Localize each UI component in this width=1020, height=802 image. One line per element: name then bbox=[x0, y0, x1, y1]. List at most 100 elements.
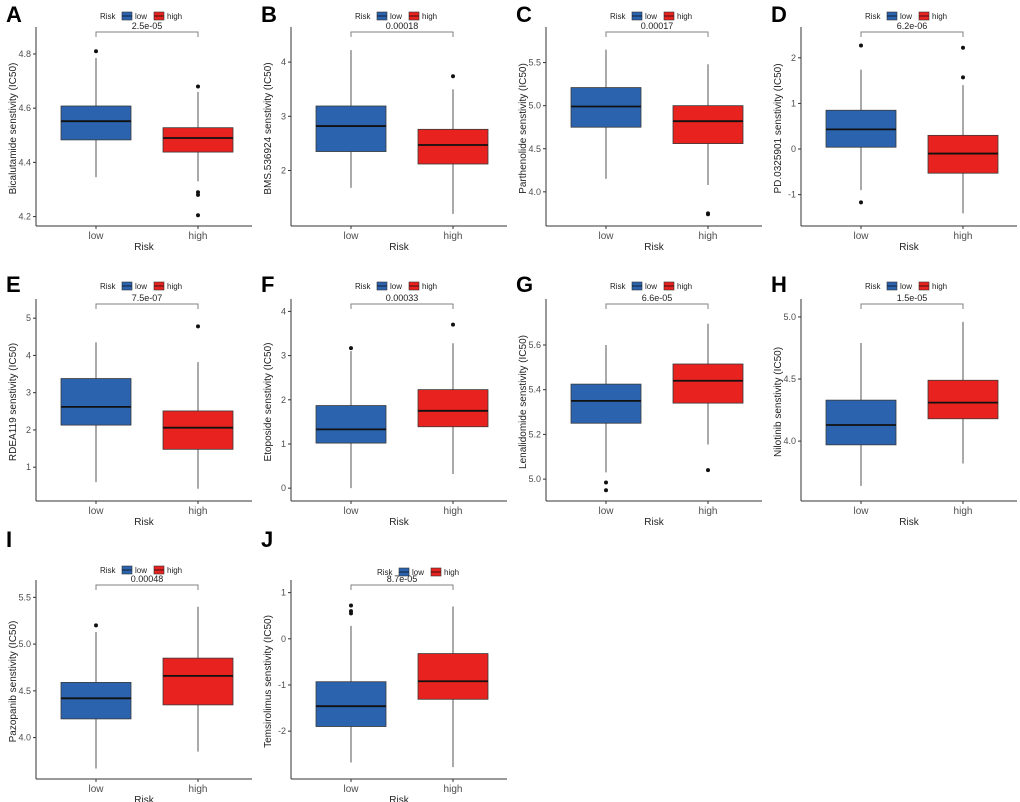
x-axis-label: Risk bbox=[899, 242, 919, 253]
box-high bbox=[672, 64, 744, 217]
y-tick-label: 4.5 bbox=[18, 686, 31, 696]
y-tick-label: 3 bbox=[26, 388, 31, 398]
legend-label-high: high bbox=[422, 282, 437, 291]
legend-label-low: low bbox=[390, 282, 402, 291]
legend-title: Risk bbox=[355, 282, 372, 291]
x-tick-label: high bbox=[444, 506, 463, 517]
panel-b: B Risk low high 2 3 4 low high Risk BMS.536924 sen… bbox=[261, 2, 507, 253]
box-iqr bbox=[162, 127, 234, 153]
box-iqr bbox=[315, 681, 387, 727]
box-high bbox=[162, 324, 234, 489]
significance-bracket bbox=[350, 303, 454, 309]
significance-bracket bbox=[860, 31, 964, 37]
legend: Risk low high bbox=[100, 11, 182, 21]
p-value-label: 8.7e-05 bbox=[387, 574, 418, 584]
y-axis-label: Etoposide senstivity (IC50) bbox=[263, 343, 274, 462]
legend-label-low: low bbox=[135, 566, 147, 575]
outlier-point bbox=[94, 49, 98, 54]
legend-title: Risk bbox=[865, 282, 882, 291]
legend-title: Risk bbox=[377, 568, 394, 577]
outlier-point bbox=[196, 324, 200, 329]
x-axis-label: Risk bbox=[134, 242, 154, 253]
x-axis-label: Risk bbox=[644, 517, 664, 528]
box-high bbox=[672, 323, 744, 473]
legend: Risk low high bbox=[100, 565, 182, 575]
outlier-point bbox=[451, 74, 455, 79]
outlier-point bbox=[604, 480, 608, 485]
y-tick-label: 4.2 bbox=[18, 212, 31, 222]
y-tick-label: 5.5 bbox=[18, 592, 31, 602]
significance-bracket bbox=[350, 584, 454, 590]
p-value-label: 0.00017 bbox=[641, 21, 674, 31]
y-tick-label: 2 bbox=[26, 425, 31, 435]
panel-d: D Risk low high -1 0 1 2 low high Risk PD.0325901 s… bbox=[771, 2, 1017, 253]
y-tick-label: -1 bbox=[278, 680, 286, 690]
x-axis-label: Risk bbox=[134, 795, 154, 802]
p-value-label: 6.2e-06 bbox=[897, 21, 928, 31]
outlier-point bbox=[349, 611, 353, 616]
box-low bbox=[60, 49, 132, 178]
panel-letter: I bbox=[6, 527, 12, 552]
y-axis-label: Lenalidomide senstivity (IC50) bbox=[518, 335, 529, 469]
panel-j: J Risk low high -2 -1 0 1 low high Risk Temsirolimu… bbox=[261, 527, 507, 802]
box-low bbox=[570, 49, 642, 179]
y-tick-label: 4 bbox=[281, 306, 286, 316]
legend-title: Risk bbox=[610, 12, 627, 21]
box-low bbox=[825, 43, 897, 205]
box-iqr bbox=[825, 399, 897, 446]
significance-bracket bbox=[95, 31, 199, 37]
legend: Risk low high bbox=[355, 11, 437, 21]
outlier-point bbox=[94, 623, 98, 628]
p-value-label: 1.5e-05 bbox=[897, 293, 928, 303]
box-low bbox=[570, 345, 642, 493]
legend-title: Risk bbox=[100, 12, 117, 21]
y-tick-label: 5.4 bbox=[528, 385, 541, 395]
legend-title: Risk bbox=[865, 12, 882, 21]
legend: Risk low high bbox=[865, 281, 947, 291]
p-value-label: 0.00018 bbox=[386, 21, 419, 31]
y-tick-label: 4.5 bbox=[528, 144, 541, 154]
box-iqr bbox=[417, 389, 489, 428]
x-tick-label: low bbox=[853, 506, 869, 517]
y-tick-label: 0 bbox=[281, 634, 286, 644]
p-value-label: 0.00033 bbox=[386, 293, 419, 303]
box-iqr bbox=[60, 682, 132, 720]
x-tick-label: high bbox=[189, 231, 208, 242]
p-value-label: 7.5e-07 bbox=[132, 293, 163, 303]
x-tick-label: low bbox=[343, 231, 359, 242]
y-tick-label: 4.8 bbox=[18, 49, 31, 59]
y-tick-label: 1 bbox=[791, 98, 796, 108]
legend-label-high: high bbox=[167, 12, 182, 21]
x-tick-label: high bbox=[189, 784, 208, 795]
legend-title: Risk bbox=[100, 282, 117, 291]
x-tick-label: low bbox=[598, 231, 614, 242]
outlier-point bbox=[961, 75, 965, 80]
legend-label-high: high bbox=[932, 282, 947, 291]
y-axis-label: Pazopanib senstivity (IC50) bbox=[8, 621, 19, 743]
y-axis-label: Parthenolide senstivity (IC50) bbox=[518, 63, 529, 194]
y-axis-label: Temsirolimus senstivity (IC50) bbox=[263, 615, 274, 748]
outlier-point bbox=[859, 43, 863, 48]
x-tick-label: high bbox=[699, 231, 718, 242]
box-low bbox=[315, 50, 387, 188]
box-iqr bbox=[60, 378, 132, 426]
legend: Risk low high bbox=[610, 11, 692, 21]
legend-label-low: low bbox=[390, 12, 402, 21]
outlier-point bbox=[604, 488, 608, 493]
box-low bbox=[60, 342, 132, 483]
box-iqr bbox=[315, 105, 387, 152]
y-tick-label: 5.5 bbox=[528, 58, 541, 68]
panel-letter: F bbox=[261, 272, 274, 297]
y-tick-label: 2 bbox=[791, 53, 796, 63]
y-tick-label: 4.5 bbox=[783, 374, 796, 384]
panel-letter: E bbox=[6, 272, 21, 297]
y-tick-label: 4.0 bbox=[783, 436, 796, 446]
significance-bracket bbox=[605, 31, 709, 37]
box-iqr bbox=[927, 379, 999, 420]
y-axis-label: PD.0325901 senstivity (IC50) bbox=[773, 63, 784, 193]
x-axis-label: Risk bbox=[899, 517, 919, 528]
outlier-point bbox=[349, 603, 353, 608]
x-tick-label: low bbox=[88, 506, 104, 517]
legend-title: Risk bbox=[610, 282, 627, 291]
